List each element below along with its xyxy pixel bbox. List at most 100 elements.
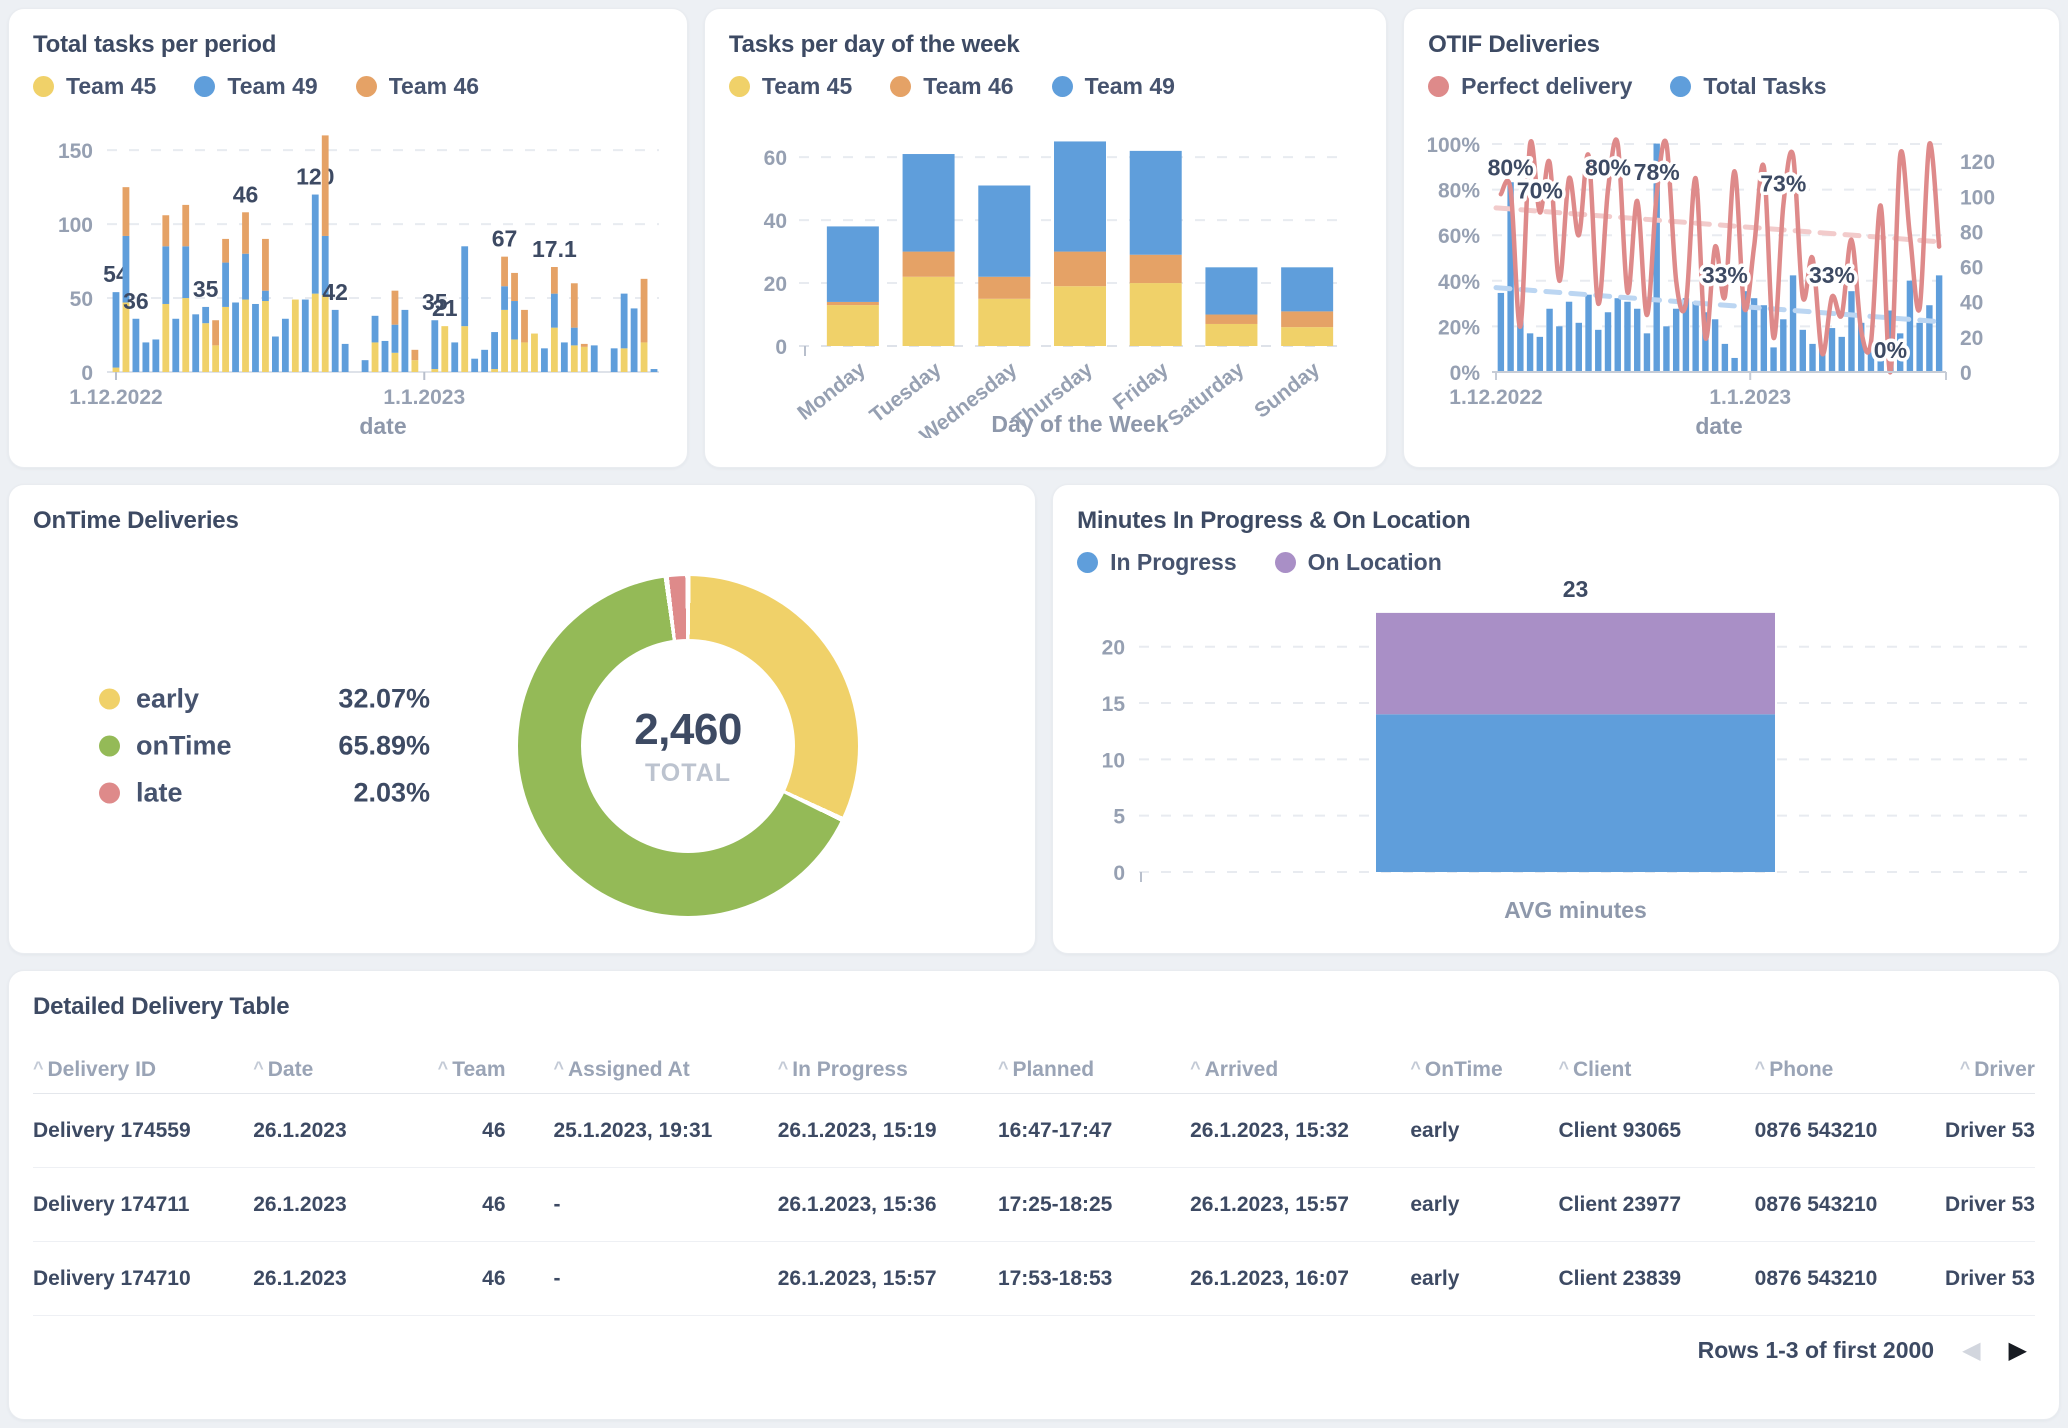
svg-text:100: 100 <box>58 214 93 237</box>
svg-text:60: 60 <box>1960 257 1983 280</box>
svg-text:120: 120 <box>1960 151 1995 174</box>
svg-text:1.12.2022: 1.12.2022 <box>1449 386 1542 409</box>
column-header-label: Planned <box>1012 1058 1095 1081</box>
sort-caret-icon: ^ <box>1558 1058 1569 1078</box>
svg-text:Day of the Week: Day of the Week <box>991 411 1168 437</box>
minutes-chart[interactable]: 0 5 10 15 20 23 AVG minutes <box>1077 576 2039 928</box>
legend-dot-icon <box>1428 76 1450 97</box>
cell-team: 46 <box>482 1266 506 1290</box>
svg-text:0: 0 <box>775 336 787 359</box>
chart-title: OTIF Deliveries <box>1428 31 1600 58</box>
legend-dot-icon <box>194 76 216 97</box>
svg-text:1.1.2023: 1.1.2023 <box>1709 386 1791 409</box>
svg-text:20: 20 <box>1960 327 1983 350</box>
legend-item-team-46[interactable]: Team 46 <box>890 73 1014 100</box>
svg-text:0: 0 <box>81 362 93 385</box>
column-header-planned[interactable]: ^ Planned <box>998 1058 1190 1082</box>
legend-dot-icon <box>99 735 120 757</box>
donut-total-value: 2,460 <box>634 704 742 754</box>
table-row-3[interactable]: Delivery 174710 26.1.2023 46 - 26.1.2023, 15… <box>33 1242 2035 1316</box>
donut-legend-item-early[interactable]: early 32.07% <box>99 684 430 715</box>
cell-ontime: early <box>1410 1266 1460 1290</box>
donut-ring[interactable]: 2,460 TOTAL <box>518 576 858 916</box>
column-header-arrived[interactable]: ^ Arrived <box>1190 1058 1410 1082</box>
legend-dot-icon <box>1077 552 1099 573</box>
legend-item-team-45[interactable]: Team 45 <box>728 73 852 100</box>
table-row-2[interactable]: Delivery 174711 26.1.2023 46 - 26.1.2023, 15… <box>33 1168 2035 1242</box>
donut-legend-item-ontime[interactable]: onTime 65.89% <box>99 731 430 762</box>
card-tasks-per-weekday: Tasks per day of the week Team 45 Team 46… <box>703 8 1388 468</box>
cell-date: 26.1.2023 <box>253 1266 347 1290</box>
column-header-label: Driver <box>1974 1058 2035 1081</box>
legend-dot-icon <box>33 76 54 97</box>
svg-text:0: 0 <box>1113 862 1125 885</box>
column-header-phone[interactable]: ^ Phone <box>1755 1058 1945 1082</box>
svg-text:80%: 80% <box>1585 155 1631 181</box>
column-header-label: Team <box>452 1058 506 1081</box>
column-header-delivery-id[interactable]: ^ Delivery ID <box>33 1058 253 1082</box>
otif-deliveries-chart[interactable]: 100%80%60%40%20%0%12010080604020080%70%8… <box>1428 100 2038 438</box>
table-title: Detailed Delivery Table <box>33 993 290 1020</box>
table-row-1[interactable]: Delivery 174559 26.1.2023 46 25.1.2023, 19:… <box>33 1094 2035 1168</box>
svg-text:80%: 80% <box>1488 155 1534 181</box>
donut-legend-item-late[interactable]: late 2.03% <box>99 778 430 809</box>
cell-delivery-id: Delivery 174711 <box>33 1192 190 1216</box>
legend-label: Team 49 <box>227 73 318 99</box>
svg-text:15: 15 <box>1102 693 1126 716</box>
column-header-ontime[interactable]: ^ OnTime <box>1410 1058 1558 1082</box>
legend-item-team-49[interactable]: Team 49 <box>194 73 318 100</box>
svg-text:20: 20 <box>1102 637 1125 660</box>
table-pagination: Rows 1-3 of first 2000 ◀ ▶ <box>33 1336 2035 1365</box>
previous-page-icon[interactable]: ◀ <box>1962 1337 1981 1364</box>
legend-label: On Location <box>1307 549 1442 575</box>
svg-text:21: 21 <box>432 295 458 321</box>
svg-text:40%: 40% <box>1438 271 1480 294</box>
chart-legend: Team 45 Team 46 Team 49 <box>728 73 1362 100</box>
slice-label: onTime <box>136 730 232 761</box>
table-header-row: ^ Delivery ID ^ Date ^ Team ^ Assigned At ^ In Pr… <box>33 1047 2035 1094</box>
column-header-date[interactable]: ^ Date <box>253 1058 413 1082</box>
legend-item-on-location[interactable]: On Location <box>1274 549 1442 576</box>
column-header-in-progress[interactable]: ^ In Progress <box>778 1058 998 1082</box>
sort-caret-icon: ^ <box>1410 1058 1421 1078</box>
legend-dot-icon <box>728 76 750 97</box>
svg-text:date: date <box>359 413 406 438</box>
svg-text:150: 150 <box>58 140 93 163</box>
legend-item-team-49[interactable]: Team 49 <box>1051 73 1175 100</box>
legend-item-perfect-delivery[interactable]: Perfect delivery <box>1428 73 1632 100</box>
svg-text:70%: 70% <box>1517 177 1563 203</box>
svg-text:date: date <box>1695 413 1742 438</box>
svg-text:67: 67 <box>492 226 518 252</box>
legend-dot-icon <box>99 782 120 804</box>
sort-caret-icon: ^ <box>1959 1058 1971 1078</box>
legend-item-total-tasks[interactable]: Total Tasks <box>1670 73 1827 100</box>
cell-arrived: 26.1.2023, 15:57 <box>1190 1192 1349 1216</box>
column-header-assigned-at[interactable]: ^ Assigned At <box>554 1058 778 1082</box>
column-header-team[interactable]: ^ Team <box>413 1058 553 1082</box>
svg-text:80%: 80% <box>1438 180 1480 203</box>
cell-planned: 17:25-18:25 <box>997 1192 1113 1216</box>
legend-item-in-progress[interactable]: In Progress <box>1077 549 1237 576</box>
legend-item-team-46[interactable]: Team 46 <box>355 73 479 100</box>
column-header-driver[interactable]: ^ Driver <box>1945 1058 2035 1082</box>
slice-value: 2.03% <box>353 777 430 808</box>
column-header-client[interactable]: ^ Client <box>1558 1058 1754 1082</box>
cell-client: Client 23977 <box>1558 1192 1682 1216</box>
svg-text:5: 5 <box>1113 806 1125 829</box>
cell-in-progress: 26.1.2023, 15:36 <box>777 1192 937 1216</box>
legend-item-team-45[interactable]: Team 45 <box>33 73 156 100</box>
svg-text:120: 120 <box>296 164 334 190</box>
next-page-icon[interactable]: ▶ <box>2008 1337 2027 1364</box>
cell-arrived: 26.1.2023, 15:32 <box>1190 1118 1349 1142</box>
sort-caret-icon: ^ <box>553 1058 565 1078</box>
column-header-label: Phone <box>1769 1058 1834 1081</box>
cell-planned: 16:47-17:47 <box>997 1118 1113 1142</box>
svg-text:0: 0 <box>1960 362 1972 385</box>
svg-text:36: 36 <box>123 288 149 314</box>
svg-text:50: 50 <box>70 288 93 311</box>
legend-label: Team 46 <box>923 73 1014 99</box>
donut-legend: early 32.07% onTime 65.89% late 2.03% <box>99 684 430 809</box>
